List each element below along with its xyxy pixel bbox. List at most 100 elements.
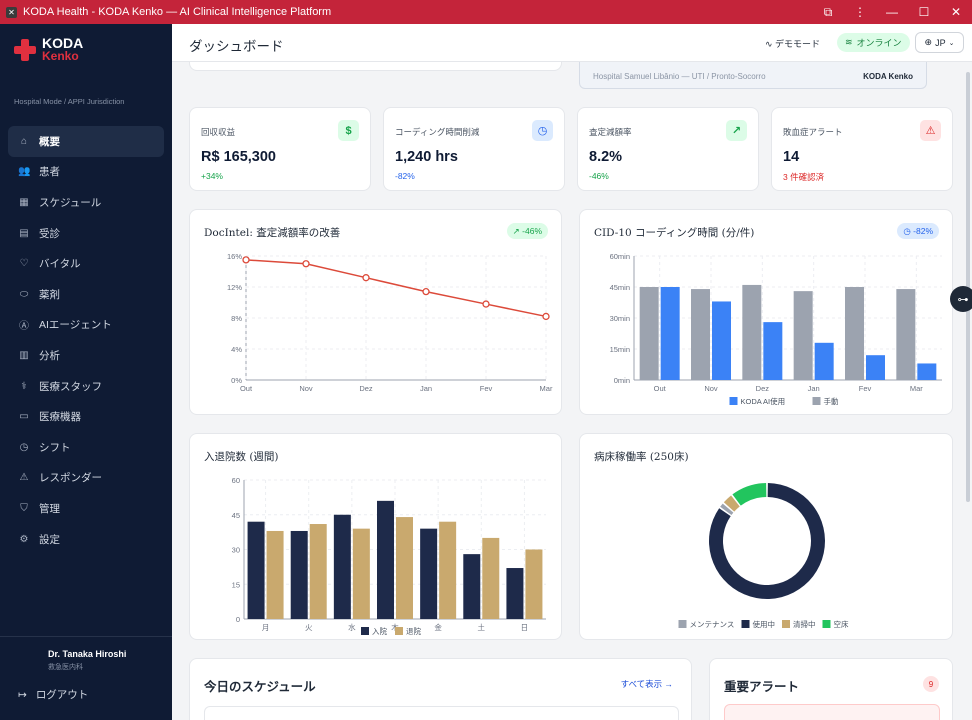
kpi-label: 回収収益 [201, 127, 236, 137]
sidebar-item-6[interactable]: Ⓐ AIエージェント [8, 310, 164, 341]
minimize-button[interactable]: — [886, 5, 898, 19]
sidebar-item-2[interactable]: ▦ スケジュール [8, 187, 164, 218]
bed-occupancy-chart-card: 病床稼働率 (250床) メンテナンス 使用中 清掃中 空床 [579, 433, 953, 640]
sidebar-item-1[interactable]: 👥 患者 [8, 157, 164, 188]
bar [506, 568, 524, 619]
x-tick-label: 金 [434, 622, 442, 632]
sidebar-item-13[interactable]: ⚙ 設定 [8, 524, 164, 555]
language-select[interactable]: ⊕ JP ⌄ [915, 32, 964, 53]
alert-item[interactable] [724, 704, 940, 720]
close-button[interactable]: ✕ [950, 5, 962, 19]
kpi-delta: -46% [589, 171, 609, 181]
bar [352, 528, 370, 619]
y-tick-label: 0 [236, 615, 240, 624]
sidebar-item-label: スケジュール [39, 196, 102, 209]
main-scrollbar[interactable] [966, 62, 970, 720]
data-point [302, 260, 310, 268]
bar [917, 363, 937, 380]
data-point [542, 312, 550, 321]
sidebar-item-10[interactable]: ◷ シフト [8, 432, 164, 463]
pie-slice [720, 503, 734, 516]
bar [660, 287, 680, 380]
bar [439, 521, 457, 619]
legend-label: 入院 [372, 626, 387, 636]
x-tick-label: Fev [480, 384, 493, 393]
dollar-icon: $ [338, 120, 359, 141]
bar [482, 537, 500, 619]
x-tick-label: Fev [859, 384, 872, 393]
logo[interactable]: KODA Kenko [14, 36, 83, 63]
sidebar-item-label: 分析 [39, 349, 60, 362]
bar [845, 287, 864, 380]
x-tick-label: Nov [299, 384, 313, 393]
kpi-card[interactable]: 査定減額率 8.2% -46% ↗ [577, 107, 759, 191]
sidebar-item-9[interactable]: ▭ 医療機器 [8, 401, 164, 432]
x-tick-label: Dez [756, 384, 770, 393]
bar [639, 287, 659, 380]
alert-triangle-icon: ⚠ [920, 120, 941, 141]
x-tick-label: 火 [305, 623, 313, 632]
online-status-badge: ≋ オンライン [837, 33, 910, 52]
sidebar-item-label: 概要 [39, 135, 60, 148]
alerts-title: 重要アラート [724, 679, 800, 694]
bar-chart-icon: ▥ [19, 349, 29, 361]
kpi-card[interactable]: 回収収益 R$ 165,300 +34% $ [189, 107, 371, 191]
sidebar-item-5[interactable]: ⬭ 薬剤 [8, 279, 164, 310]
brand-name: KODA [42, 35, 84, 51]
clock-icon: ◷ [19, 441, 29, 453]
chart-title: 入退院数 (週間) [204, 451, 279, 463]
kpi-label: コーディング時間削減 [395, 127, 480, 137]
bar [396, 517, 413, 619]
kpi-card[interactable]: コーディング時間削減 1,240 hrs -82% ◷ [383, 107, 565, 191]
demo-mode-toggle[interactable]: ∿ デモモード [765, 37, 820, 50]
user-profile[interactable]: Dr. Tanaka Hiroshi 救急医内科 [48, 649, 126, 672]
x-tick-label: 日 [521, 623, 529, 632]
jurisdiction-label: Hospital Mode / APPI Jurisdiction [14, 97, 125, 106]
sidebar-item-4[interactable]: ♡ バイタル [8, 248, 164, 279]
kpi-label: 敗血症アラート [783, 127, 843, 137]
bar [266, 530, 284, 619]
sidebar-item-12[interactable]: ⛉ 管理 [8, 493, 164, 524]
y-tick-label: 30 [232, 546, 240, 555]
logout-button[interactable]: ↦ ログアウト [18, 687, 88, 702]
y-tick-label: 60min [610, 252, 630, 261]
settings-toggle-icon[interactable]: ⊶ [950, 286, 972, 312]
bar [896, 289, 916, 380]
view-all-link[interactable]: すべて表示 → [620, 679, 673, 689]
sidebar-item-8[interactable]: ⚕ 医療スタッフ [8, 371, 164, 402]
legend-swatch [812, 397, 821, 405]
wifi-icon: ≋ [845, 37, 853, 47]
y-tick-label: 45 [232, 511, 240, 520]
heart-icon: ♡ [19, 258, 29, 270]
kpi-value: 14 [783, 149, 800, 165]
sidebar-item-label: AIエージェント [39, 319, 112, 332]
window-title: KODA Health - KODA Kenko — AI Clinical I… [23, 6, 332, 18]
extensions-icon[interactable]: ⧉ [823, 4, 833, 19]
chart-title: CID-10 コーディング時間 (分/件) [594, 227, 755, 239]
sidebar-item-11[interactable]: ⚠ レスポンダー [8, 463, 164, 494]
sidebar-item-3[interactable]: ▤ 受診 [8, 218, 164, 249]
schedule-row[interactable] [204, 706, 679, 720]
main-content: Hospital Samuel Libânio — UTI / Pronto-S… [172, 62, 968, 720]
coding-time-bar-chart: 0min 15min 30min 45min 60min Out Nov Dez Jan Fev M… [610, 252, 942, 406]
menu-icon[interactable]: ⋮ [854, 5, 866, 19]
coding-time-chart-card: CID-10 コーディング時間 (分/件) ◷ -82% 0min 15min 30… [579, 209, 953, 415]
chart-title: 病床稼働率 (250床) [594, 451, 689, 463]
sidebar-item-7[interactable]: ▥ 分析 [8, 340, 164, 371]
online-label: オンライン [856, 38, 902, 48]
clipboard-icon: ▤ [19, 227, 29, 239]
trend-up-icon: ↗ [726, 120, 747, 141]
maximize-button[interactable]: ☐ [918, 5, 930, 19]
y-tick-label: 60 [232, 476, 240, 485]
sidebar-item-0[interactable]: ⌂ 概要 [8, 126, 164, 157]
bar [742, 284, 762, 380]
data-point [362, 274, 370, 282]
kpi-card[interactable]: 敗血症アラート 14 3 件確認済 ⚠ [771, 107, 953, 191]
y-tick-label: 4% [231, 345, 242, 354]
data-point [242, 256, 250, 264]
x-tick-label: Jan [808, 384, 820, 393]
legend-label: 空床 [834, 619, 849, 629]
user-role: 救急医内科 [48, 664, 83, 671]
kpi-value: R$ 165,300 [201, 149, 276, 165]
legend-swatch [741, 620, 750, 628]
